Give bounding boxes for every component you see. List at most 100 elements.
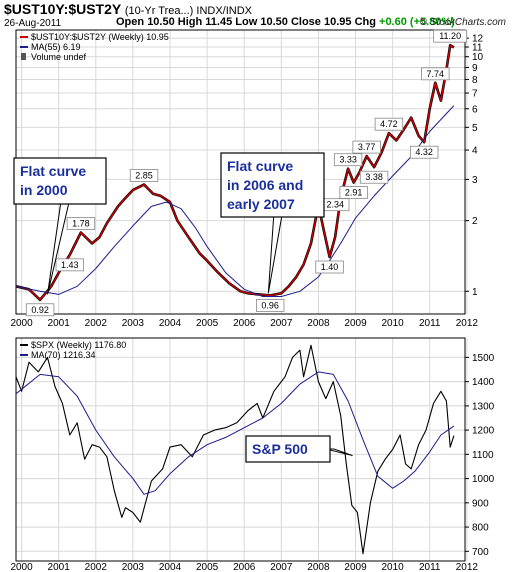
high-label: High <box>177 16 203 28</box>
x-tick-label: 2011 <box>419 562 441 572</box>
callout-annotation: S&P 500 <box>245 435 353 463</box>
data-label: 7.74 <box>421 67 450 81</box>
data-label-box <box>352 140 381 154</box>
y-tick-label: 1400 <box>472 377 495 388</box>
x-tick-label: 2010 <box>382 318 405 329</box>
data-label: 3.77 <box>352 140 381 154</box>
legend-entry: $SPX (Weekly) 1176.80 <box>31 340 126 350</box>
callout-annotation: Flat curve in 2006 and early 2007 <box>220 152 325 294</box>
x-tick-label: 2002 <box>85 562 108 572</box>
legend-swatch <box>21 53 26 60</box>
ratio-series-line <box>15 44 455 301</box>
data-label: 0.92 <box>25 303 55 317</box>
y-tick-label: 1 <box>472 287 478 298</box>
x-tick-label: 2009 <box>344 562 367 572</box>
y-tick-label: 800 <box>472 523 489 534</box>
high-value: 11.45 <box>205 16 233 28</box>
callout-text: Flat curve <box>20 163 86 179</box>
x-tick-label: 2002 <box>85 318 108 329</box>
data-label-text: 1.43 <box>61 260 79 270</box>
data-label-text: 11.20 <box>439 31 461 41</box>
y-tick-label: 4 <box>472 146 478 157</box>
x-tick-label: 2001 <box>48 562 71 572</box>
data-label-box <box>433 29 468 43</box>
data-label-text: 3.33 <box>339 155 357 165</box>
bottom-panel: 2000 2001 2002 2003 2004 2005 2006 2007 2008 2009… <box>10 337 495 572</box>
data-label-box <box>333 153 363 167</box>
data-label-text: 2.91 <box>345 187 363 197</box>
data-label-box <box>359 170 389 184</box>
data-label-box <box>25 303 55 317</box>
open-value: 10.50 <box>147 16 175 28</box>
x-tick-label: 2004 <box>159 562 182 572</box>
y-tick-label: 1000 <box>472 474 495 485</box>
symbol-subtitle: (10-Yr Trea...) INDX/INDX <box>124 5 253 17</box>
data-label-box <box>66 217 96 230</box>
callout-pointer <box>47 203 70 295</box>
data-label: 0.96 <box>255 299 285 312</box>
x-tick-label: 2008 <box>307 562 330 572</box>
y-tick-label: 5 <box>472 123 478 134</box>
symbol-text: $UST10Y:$UST2Y <box>4 1 121 17</box>
data-label-box <box>421 67 450 81</box>
data-label-box <box>339 186 368 199</box>
data-label-box <box>374 117 404 131</box>
chg-label: Chg <box>354 16 376 28</box>
data-label: 3.33 <box>333 153 363 167</box>
y-tick-label: 900 <box>472 498 489 509</box>
chg-value: +0.60 (+5.80%) <box>379 16 455 28</box>
x-tick-label: 2007 <box>270 318 293 329</box>
low-label: Low <box>235 16 258 28</box>
y-tick-label: 3 <box>472 175 478 186</box>
y-tick-label: 2 <box>472 216 478 227</box>
top-panel: 2000 2001 2002 2003 2004 2005 2006 2007 2008 2009… <box>10 29 484 329</box>
y-tick-label: 7 <box>472 89 478 100</box>
x-tick-label: 2005 <box>196 318 219 329</box>
y-tick-label: 6 <box>472 104 478 115</box>
data-label-text: 1.40 <box>321 262 339 272</box>
x-tick-label: 2000 <box>10 318 33 329</box>
y-tick-label: 1300 <box>472 401 495 412</box>
data-label-text: 2.34 <box>326 200 344 210</box>
callout-text: early 2007 <box>227 196 295 212</box>
callout-text: in 2006 and <box>227 177 303 193</box>
moving-average-line <box>15 371 455 495</box>
data-label-text: 4.32 <box>415 147 433 157</box>
x-tick-label: 2008 <box>307 318 330 329</box>
x-tick-label: 2004 <box>159 318 182 329</box>
x-tick-label: 2012 <box>456 318 479 329</box>
legend-entry: $UST10Y:$UST2Y (Weekly) 10.95 <box>31 32 169 42</box>
close-value: 10.95 <box>323 16 352 28</box>
data-label: 1.43 <box>55 258 85 272</box>
y-tick-label: 10 <box>472 52 484 63</box>
y-tick-label: 700 <box>472 547 489 558</box>
open-label: Open <box>116 16 145 28</box>
plot-frame <box>15 337 466 562</box>
close-label: Close <box>290 16 321 28</box>
y-tick-label: 12 <box>472 34 484 45</box>
data-label-box <box>255 299 285 312</box>
legend-entry: Volume undef <box>31 52 87 62</box>
callout-pointer <box>267 216 283 294</box>
low-value: 10.50 <box>260 16 288 28</box>
data-label: 11.20 <box>433 29 468 43</box>
y-tick-label: 1200 <box>472 426 495 437</box>
data-label-text: 0.96 <box>261 300 279 310</box>
x-tick-label: 2001 <box>48 318 71 329</box>
callout-annotation: Flat curve in 2000 <box>13 157 107 295</box>
callout-text: S&P 500 <box>252 441 308 457</box>
data-label: 2.34 <box>321 198 350 212</box>
data-label: 4.32 <box>409 145 439 159</box>
legend-entry: MA(55) 6.19 <box>31 42 81 52</box>
data-label-text: 3.38 <box>365 172 383 182</box>
x-tick-label: 2006 <box>233 318 256 329</box>
callout-text: in 2000 <box>20 182 68 198</box>
data-label: 2.85 <box>129 169 159 182</box>
spx-series-line <box>15 344 455 555</box>
chart-symbol: $UST10Y:$UST2Y (10-Yr Trea...) INDX/INDX <box>4 1 252 17</box>
data-label: 1.78 <box>66 217 96 230</box>
data-label-text: 2.85 <box>135 171 153 181</box>
chart-date: 26-Aug-2011 <box>4 18 62 29</box>
